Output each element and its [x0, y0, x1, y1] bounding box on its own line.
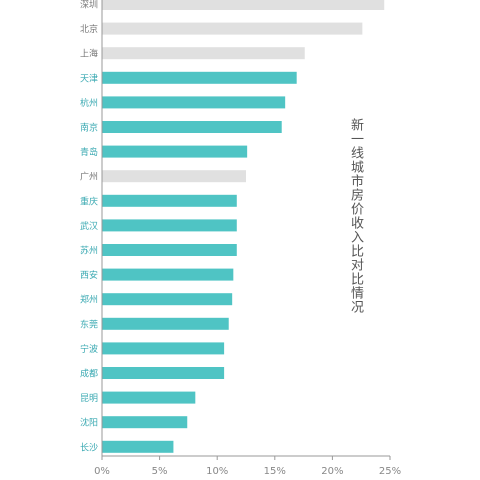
bar-宁波	[102, 342, 225, 355]
bar-东莞	[102, 317, 229, 330]
bar-杭州	[102, 96, 286, 109]
category-label: 郑州	[80, 294, 98, 306]
category-label: 东莞	[80, 318, 98, 330]
bar-北京	[102, 22, 363, 35]
category-label: 重庆	[80, 195, 98, 207]
category-label: 广州	[80, 171, 98, 183]
category-label: 南京	[80, 122, 98, 134]
bar-长沙	[102, 440, 174, 453]
x-tick-label: 25%	[379, 466, 401, 477]
category-label: 宁波	[80, 343, 98, 355]
bar-武汉	[102, 219, 237, 232]
bar-成都	[102, 367, 225, 379]
category-label: 长沙	[80, 441, 98, 453]
category-label: 深圳	[80, 0, 98, 11]
bar-上海	[102, 47, 305, 60]
chart-title: 新一线城市房价收入比对比情况	[348, 118, 363, 314]
bar-西安	[102, 268, 234, 281]
category-label: 西安	[80, 269, 98, 281]
bar-苏州	[102, 244, 237, 256]
category-label: 青岛	[80, 146, 98, 158]
bar-沈阳	[102, 416, 188, 429]
category-label: 沈阳	[80, 417, 98, 429]
bar-深圳	[102, 0, 385, 10]
category-label: 北京	[80, 23, 98, 35]
category-label: 上海	[80, 48, 98, 60]
x-tick-label: 20%	[321, 466, 343, 477]
bar-广州	[102, 170, 246, 183]
category-label: 杭州	[80, 97, 98, 109]
category-label: 苏州	[80, 245, 98, 257]
x-tick-label: 15%	[264, 466, 286, 477]
category-label: 天津	[80, 73, 98, 84]
bar-重庆	[102, 194, 237, 207]
category-label: 成都	[80, 368, 98, 380]
x-tick-label: 0%	[94, 466, 110, 477]
bar-南京	[102, 121, 282, 133]
bar-青岛	[102, 145, 248, 158]
bar-昆明	[102, 391, 196, 404]
bar-郑州	[102, 293, 233, 306]
category-label: 武汉	[80, 220, 98, 232]
category-label: 昆明	[80, 393, 98, 404]
bar-天津	[102, 71, 297, 84]
x-tick-label: 10%	[206, 466, 228, 477]
x-tick-label: 5%	[152, 466, 168, 477]
